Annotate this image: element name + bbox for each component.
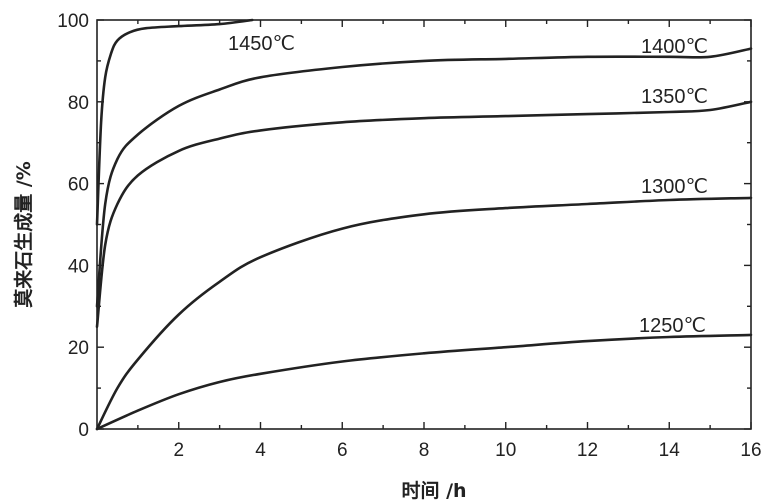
curve-1350 bbox=[95, 100, 753, 329]
x-tick-label: 12 bbox=[577, 440, 598, 461]
labels: 1450℃ 1400℃ 1350℃ 1300℃ 1250℃ bbox=[228, 33, 708, 337]
series-label-1250: 1250℃ bbox=[639, 315, 706, 337]
x-axis-title: 时间 /h bbox=[401, 480, 466, 502]
series-label-1450: 1450℃ bbox=[228, 33, 295, 55]
x-tick-label: 8 bbox=[419, 440, 430, 461]
y-tick-label: 80 bbox=[68, 93, 89, 114]
x-tick-label: 16 bbox=[740, 440, 761, 461]
y-tick-label: 20 bbox=[68, 338, 89, 359]
y-tick-label: 60 bbox=[68, 175, 89, 196]
x-tick-label: 14 bbox=[659, 440, 681, 461]
y-tick-label: 40 bbox=[68, 256, 89, 277]
curve-1400 bbox=[95, 47, 753, 308]
series-label-1300: 1300℃ bbox=[641, 176, 708, 198]
series-label-1350: 1350℃ bbox=[641, 86, 708, 108]
curves bbox=[95, 18, 753, 431]
y-axis-title: 莫来石生成量 /% bbox=[12, 161, 35, 308]
y-tick-label: 0 bbox=[78, 420, 89, 441]
curve-1250 bbox=[95, 333, 753, 431]
y-tick-label: 100 bbox=[57, 11, 89, 32]
x-tick-label: 2 bbox=[173, 440, 184, 461]
x-tick-label: 6 bbox=[337, 440, 348, 461]
x-tick-label: 4 bbox=[255, 440, 266, 461]
series-label-1400: 1400℃ bbox=[641, 36, 708, 58]
axes: 2 4 6 8 10 12 14 16 0 20 40 60 80 100 时间 /h 莫来石生成量 /% bbox=[12, 11, 762, 502]
x-tick-label: 10 bbox=[495, 440, 516, 461]
plot-frame bbox=[96, 19, 752, 430]
curve-1300 bbox=[95, 196, 753, 431]
curve-1450 bbox=[95, 18, 254, 226]
